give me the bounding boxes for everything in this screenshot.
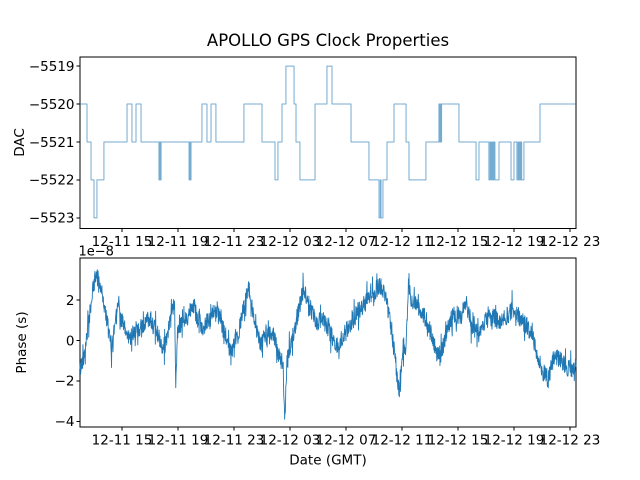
dac-axis-label: DAC: [12, 128, 28, 157]
x-tick-label: 12-12 23: [540, 433, 601, 449]
y-tick-label: −5520: [29, 97, 75, 113]
chart-title: APOLLO GPS Clock Properties: [207, 31, 449, 50]
x-tick-label: 12-12 15: [428, 433, 489, 449]
x-tick-label: 12-11 15: [92, 234, 153, 250]
y-tick-label: −5519: [29, 59, 75, 75]
phase-series-line: [79, 269, 577, 420]
scale-offset-label: 1e−8: [79, 245, 114, 260]
x-tick-label: 12-12 07: [316, 433, 377, 449]
x-tick-label: 12-11 19: [148, 234, 209, 250]
x-tick-label: 12-12 07: [316, 234, 377, 250]
y-tick-label: −5523: [29, 211, 75, 227]
phase-axis-label: Phase (s): [14, 311, 30, 373]
y-tick-label: −2: [55, 374, 75, 390]
y-tick-label: 2: [66, 293, 75, 309]
x-tick-label: 12-12 19: [484, 433, 545, 449]
x-tick-label: 12-11 23: [204, 433, 265, 449]
y-tick-label: −5521: [29, 135, 75, 151]
x-tick-label: 12-12 03: [260, 433, 321, 449]
axes-spine: [79, 56, 577, 229]
axes-spine: [79, 257, 577, 428]
dac-series-line: [80, 65, 576, 219]
y-tick-label: 0: [66, 333, 75, 349]
x-tick-label: 12-12 23: [540, 234, 601, 250]
x-tick-label: 12-12 03: [260, 234, 321, 250]
x-tick-label: 12-12 19: [484, 234, 545, 250]
y-tick-label: −5522: [29, 173, 75, 189]
date-axis-label: Date (GMT): [289, 453, 366, 469]
x-tick-label: 12-11 15: [92, 433, 153, 449]
x-tick-label: 12-12 15: [428, 234, 489, 250]
x-tick-label: 12-11 23: [204, 234, 265, 250]
x-tick-label: 12-12 11: [372, 433, 433, 449]
x-tick-label: 12-12 11: [372, 234, 433, 250]
x-tick-label: 12-11 19: [148, 433, 209, 449]
y-tick-label: −4: [55, 414, 75, 430]
